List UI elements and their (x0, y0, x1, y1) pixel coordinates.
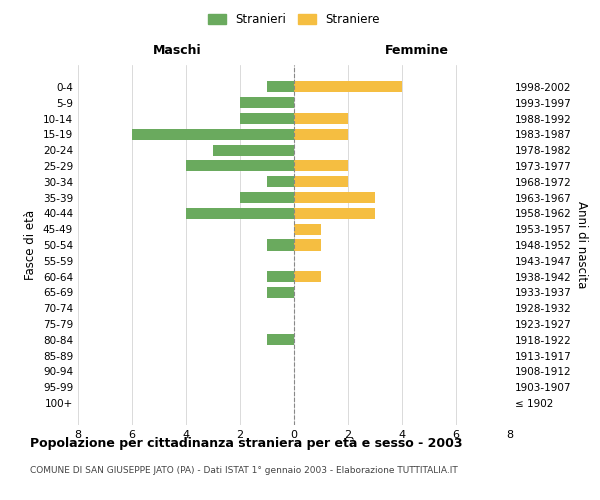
Bar (267, 271, 294, 282)
Bar (294, 82, 402, 92)
Bar (294, 129, 348, 140)
Bar (186, 160, 294, 172)
Text: Popolazione per cittadinanza straniera per età e sesso - 2003: Popolazione per cittadinanza straniera p… (30, 438, 463, 450)
Y-axis label: Anni di nascita: Anni di nascita (575, 202, 588, 288)
Bar (294, 240, 321, 250)
Bar (240, 113, 294, 124)
Bar (213, 144, 294, 156)
Text: COMUNE DI SAN GIUSEPPE JATO (PA) - Dati ISTAT 1° gennaio 2003 - Elaborazione TUT: COMUNE DI SAN GIUSEPPE JATO (PA) - Dati … (30, 466, 458, 475)
Bar (294, 160, 348, 172)
Text: Maschi: Maschi (152, 44, 202, 58)
Bar (267, 334, 294, 345)
Bar (294, 113, 348, 124)
Bar (240, 97, 294, 108)
Bar (267, 287, 294, 298)
Bar (132, 129, 294, 140)
Bar (267, 240, 294, 250)
Bar (186, 208, 294, 219)
Bar (294, 224, 321, 234)
Text: Femmine: Femmine (385, 44, 449, 58)
Bar (267, 82, 294, 92)
Legend: Stranieri, Straniere: Stranieri, Straniere (203, 8, 385, 31)
Bar (294, 176, 348, 188)
Bar (294, 192, 375, 203)
Bar (294, 271, 321, 282)
Y-axis label: Fasce di età: Fasce di età (25, 210, 37, 280)
Bar (294, 208, 375, 219)
Bar (240, 192, 294, 203)
Bar (267, 176, 294, 188)
